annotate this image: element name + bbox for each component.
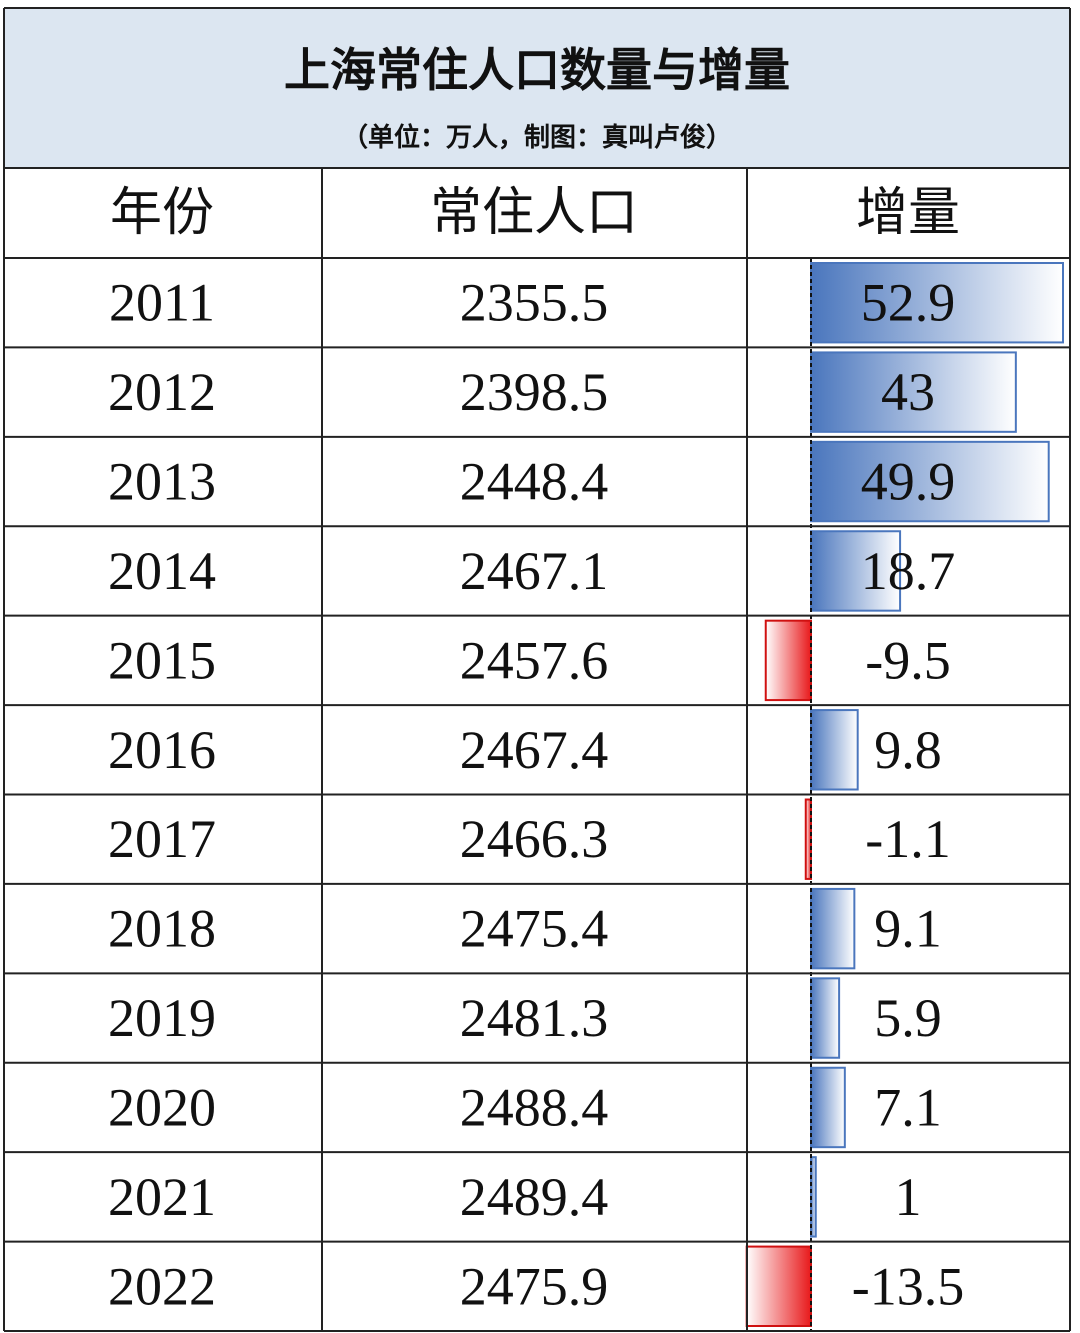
table-cell: 52.9: [861, 273, 956, 333]
table-cell: 2012: [108, 362, 216, 422]
column-header: 年份: [110, 183, 214, 243]
table-cell: 2467.4: [460, 720, 609, 780]
table-cell: -13.5: [852, 1256, 964, 1316]
table-subtitle: （单位：万人，制图：真叫卢俊）: [342, 122, 732, 153]
table-cell: 2022: [108, 1256, 216, 1316]
table-cell: 2475.9: [460, 1256, 609, 1316]
data-bar: [810, 262, 1064, 344]
data-bar: [810, 1066, 846, 1149]
table-cell: 2020: [108, 1077, 216, 1137]
data-bar: [810, 977, 841, 1059]
table-cell: 2489.4: [460, 1167, 609, 1227]
table-cell: 7.1: [874, 1077, 942, 1137]
table-cell: 18.7: [861, 541, 956, 601]
table-cell: 2481.3: [460, 988, 609, 1048]
table-title: 上海常住人口数量与增量: [284, 43, 790, 97]
data-bar: [745, 1245, 813, 1328]
table-cell: 2488.4: [460, 1077, 609, 1137]
table-cell: 2021: [108, 1167, 216, 1227]
table-cell: 2015: [108, 630, 216, 690]
data-bar: [810, 440, 1050, 523]
table-cell: 2448.4: [460, 452, 609, 512]
table-cell: 43: [881, 362, 935, 422]
table-cell: 2467.1: [460, 541, 609, 601]
table-cell: 1: [895, 1167, 922, 1227]
data-bar: [810, 530, 902, 612]
table-cell: -9.5: [865, 630, 950, 690]
table-cell: 9.8: [874, 720, 942, 780]
table-cell: 2019: [108, 988, 216, 1048]
table-cell: 9.1: [874, 899, 942, 959]
table-cell: 2017: [108, 809, 216, 869]
title-band: [4, 8, 1070, 168]
table-cell: 2475.4: [460, 899, 609, 959]
table-cell: 2457.6: [460, 630, 609, 690]
table-cell: 2011: [109, 273, 215, 333]
table-cell: 2016: [108, 720, 216, 780]
data-bar: [810, 351, 1017, 433]
table-cell: 2018: [108, 899, 216, 959]
table-cell: 5.9: [874, 988, 942, 1048]
data-bar: [810, 887, 856, 970]
data-bar: [810, 709, 859, 791]
table-cell: 2466.3: [460, 809, 609, 869]
table-cell: 2355.5: [460, 273, 609, 333]
data-bar: [764, 619, 813, 702]
column-header: 增量: [856, 183, 960, 243]
table-cell: 2013: [108, 452, 216, 512]
column-header: 常住人口: [430, 183, 638, 243]
table-cell: 49.9: [861, 452, 956, 512]
table-cell: 2398.5: [460, 362, 609, 422]
table-cell: -1.1: [865, 809, 950, 869]
table-cell: 2014: [108, 541, 216, 601]
